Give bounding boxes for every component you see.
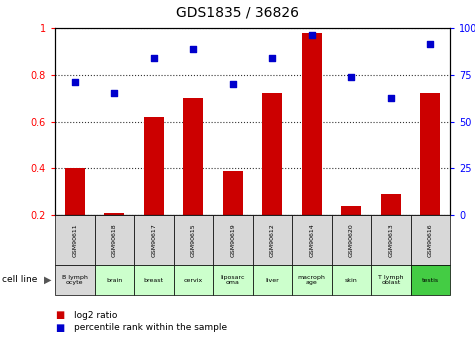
Bar — [253, 215, 292, 265]
Bar — [302, 33, 322, 215]
Bar — [420, 93, 440, 215]
Bar — [342, 206, 361, 215]
Point — [427, 42, 434, 47]
Bar — [104, 213, 124, 215]
Text: T lymph
oblast: T lymph oblast — [378, 275, 403, 285]
Text: skin: skin — [345, 277, 358, 283]
Bar — [173, 215, 213, 265]
Text: breast: breast — [144, 277, 164, 283]
Bar — [253, 265, 292, 295]
Bar — [95, 265, 134, 295]
Text: log2 ratio: log2 ratio — [74, 310, 117, 319]
Bar — [262, 93, 282, 215]
Text: GSM90614: GSM90614 — [309, 223, 314, 257]
Text: percentile rank within the sample: percentile rank within the sample — [74, 324, 227, 333]
Point — [308, 32, 315, 38]
Text: GSM90612: GSM90612 — [270, 223, 275, 257]
Bar — [292, 265, 332, 295]
Text: GSM90620: GSM90620 — [349, 223, 354, 257]
Bar — [371, 215, 410, 265]
Text: B lymph
ocyte: B lymph ocyte — [62, 275, 88, 285]
Point — [268, 56, 276, 61]
Text: brain: brain — [106, 277, 123, 283]
Text: GSM90611: GSM90611 — [72, 223, 77, 257]
Bar — [381, 194, 400, 215]
Bar — [134, 265, 173, 295]
Bar — [213, 215, 253, 265]
Bar — [183, 98, 203, 215]
Bar — [55, 265, 95, 295]
Text: GDS1835 / 36826: GDS1835 / 36826 — [176, 5, 299, 19]
Bar — [332, 265, 371, 295]
Text: GSM90615: GSM90615 — [191, 223, 196, 257]
Point — [229, 81, 237, 87]
Bar — [292, 215, 332, 265]
Text: GSM90619: GSM90619 — [230, 223, 235, 257]
Point — [111, 91, 118, 96]
Bar — [55, 215, 95, 265]
Bar — [410, 215, 450, 265]
Bar — [134, 215, 173, 265]
Text: ■: ■ — [55, 310, 64, 320]
Point — [150, 56, 158, 61]
Bar — [213, 265, 253, 295]
Bar — [173, 265, 213, 295]
Bar — [95, 215, 134, 265]
Bar — [410, 265, 450, 295]
Text: testis: testis — [422, 277, 439, 283]
Text: liposarc
oma: liposarc oma — [220, 275, 245, 285]
Text: ■: ■ — [55, 323, 64, 333]
Text: liver: liver — [266, 277, 279, 283]
Bar — [223, 170, 243, 215]
Bar — [332, 215, 371, 265]
Point — [71, 79, 78, 85]
Point — [190, 46, 197, 52]
Point — [347, 74, 355, 80]
Bar — [144, 117, 163, 215]
Text: cell line: cell line — [2, 276, 38, 285]
Text: macroph
age: macroph age — [298, 275, 326, 285]
Text: GSM90617: GSM90617 — [151, 223, 156, 257]
Point — [387, 95, 395, 101]
Text: ▶: ▶ — [44, 275, 52, 285]
Text: GSM90618: GSM90618 — [112, 223, 117, 257]
Bar — [371, 265, 410, 295]
Text: GSM90613: GSM90613 — [388, 223, 393, 257]
Text: GSM90616: GSM90616 — [428, 223, 433, 257]
Text: cervix: cervix — [184, 277, 203, 283]
Bar — [65, 168, 85, 215]
